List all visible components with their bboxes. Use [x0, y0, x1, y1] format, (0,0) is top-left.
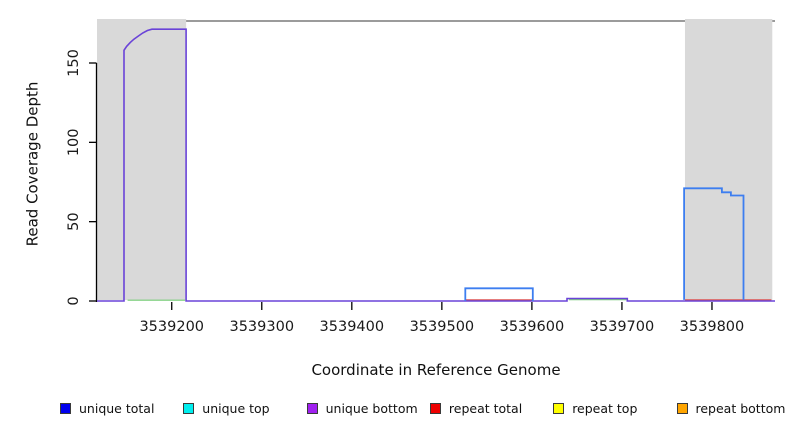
legend-item-unique-top: unique top [183, 399, 270, 417]
x-tick-label: 3539400 [320, 319, 385, 335]
legend-item-repeat-bottom: repeat bottom [676, 399, 786, 417]
legend-item-unique-total: unique total [60, 399, 154, 417]
legend-item-repeat-top: repeat top [553, 399, 637, 417]
x-tick-label: 3539800 [680, 319, 745, 335]
y-tick-label: 100 [66, 128, 82, 156]
legend-swatch-repeat-top [553, 402, 565, 414]
legend-label: repeat total [448, 400, 523, 416]
x-tick-label: 3539200 [139, 319, 204, 335]
y-axis-title-wrap: Read Coverage Depth [14, 4, 50, 324]
legend-label: repeat bottom [695, 400, 786, 416]
legend-item-unique-bottom: unique bottom [306, 399, 418, 417]
y-tick-label: 0 [66, 296, 82, 305]
legend-label: unique bottom [325, 400, 418, 416]
legend-label: unique total [79, 400, 155, 416]
legend-swatch-unique-bottom [306, 402, 318, 414]
y-tick-label: 150 [66, 49, 82, 77]
x-axis-title: Coordinate in Reference Genome [311, 361, 561, 379]
masked-region [684, 19, 773, 300]
legend: unique total unique top unique bottom repea… [0, 399, 792, 423]
legend-swatch-unique-top [183, 402, 195, 414]
legend-item-repeat-total: repeat total [429, 399, 523, 417]
legend-label: repeat top [572, 400, 638, 416]
y-tick-label: 50 [66, 212, 82, 230]
y-axis-title: Read Coverage Depth [23, 81, 41, 247]
legend-swatch-repeat-bottom [676, 402, 688, 414]
x-tick-label: 3539500 [410, 319, 475, 335]
masked-region [97, 19, 187, 300]
x-tick-label: 3539600 [500, 319, 565, 335]
coverage-line [464, 287, 534, 301]
legend-label: unique top [202, 400, 270, 416]
x-tick-label: 3539700 [590, 319, 655, 335]
coverage-line [97, 28, 775, 302]
coverage-line [683, 187, 745, 300]
legend-swatch-unique-total [60, 402, 71, 414]
x-tick-label: 3539300 [229, 319, 294, 335]
legend-swatch-repeat-total [429, 402, 441, 414]
